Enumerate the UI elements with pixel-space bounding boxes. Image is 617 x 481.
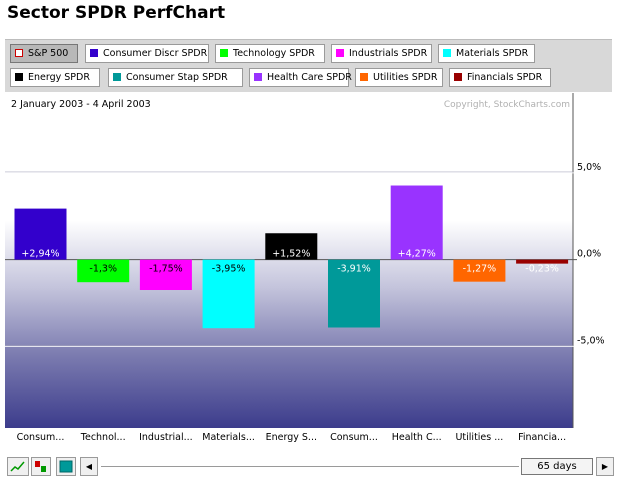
date-range-label: 2 January 2003 - 4 April 2003 (11, 99, 151, 110)
line-chart-button[interactable] (7, 457, 29, 476)
y-tick-label: -5,0% (577, 335, 605, 346)
tab-financials-spdr[interactable]: Financials SPDR (449, 68, 551, 87)
tab-label: Health Care SPDR (267, 72, 352, 83)
bar (516, 259, 569, 264)
perf-chart: 2 January 2003 - 4 April 2003 Copyright,… (5, 93, 605, 443)
tab-label: Consumer Discr SPDR (103, 48, 208, 59)
tab-consumer-stap-spdr[interactable]: Consumer Stap SPDR (108, 68, 243, 87)
tab-materials-spdr[interactable]: Materials SPDR (438, 44, 535, 63)
table-view-button[interactable] (56, 457, 76, 476)
y-tick-label: 0,0% (577, 249, 601, 260)
bar-value-label: -0,23% (525, 264, 559, 275)
color-swatch-icon (454, 73, 462, 81)
bar (202, 259, 255, 329)
bottom-toolbar: ◀ 65 days ▶ (0, 452, 617, 481)
table-view-icon (59, 460, 73, 473)
tab-s-p-500[interactable]: S&P 500 (10, 44, 78, 63)
bar (390, 185, 443, 260)
scroll-left-button[interactable]: ◀ (80, 457, 98, 476)
x-tick-label: Consum... (330, 432, 378, 443)
bar (265, 233, 318, 260)
bar-value-label: -3,95% (212, 264, 246, 275)
color-swatch-icon (15, 49, 23, 57)
color-swatch-icon (254, 73, 262, 81)
x-tick-label: Materials... (202, 432, 255, 443)
tab-energy-spdr[interactable]: Energy SPDR (10, 68, 100, 87)
color-swatch-icon (15, 73, 23, 81)
tab-label: Energy SPDR (28, 72, 90, 83)
x-tick-label: Utilities ... (455, 432, 503, 443)
color-swatch-icon (360, 73, 368, 81)
color-swatch-icon (90, 49, 98, 57)
bar-value-label: -3,91% (337, 264, 371, 275)
bar (139, 259, 192, 291)
bar (77, 259, 130, 283)
timeline-track[interactable] (101, 466, 519, 467)
bar (328, 259, 380, 328)
tab-label: Consumer Stap SPDR (126, 72, 228, 83)
bar-value-label: +4,27% (398, 249, 436, 260)
tab-health-care-spdr[interactable]: Health Care SPDR (249, 68, 352, 87)
bar-value-label: +2,94% (21, 249, 59, 260)
tab-label: Financials SPDR (467, 72, 543, 83)
tab-utilities-spdr[interactable]: Utilities SPDR (355, 68, 443, 87)
x-tick-label: Technol... (80, 432, 126, 443)
x-tick-label: Energy S... (266, 432, 317, 443)
tab-consumer-discr-spdr[interactable]: Consumer Discr SPDR (85, 44, 209, 63)
copyright-label: Copyright, StockCharts.com (444, 100, 570, 110)
color-swatch-icon (220, 49, 228, 57)
tab-label: S&P 500 (28, 48, 69, 59)
bar-value-label: -1,75% (149, 264, 183, 275)
bar-chart-icon (35, 461, 46, 472)
color-swatch-icon (113, 73, 121, 81)
x-tick-label: Health C... (392, 432, 442, 443)
tab-label: Utilities SPDR (373, 72, 438, 83)
period-selector[interactable]: 65 days (521, 458, 593, 475)
tab-technology-spdr[interactable]: Technology SPDR (215, 44, 325, 63)
bar-value-label: -1,3% (89, 264, 117, 275)
y-tick-label: 5,0% (577, 162, 601, 173)
page-title: Sector SPDR PerfChart (7, 3, 226, 23)
bar-chart-button[interactable] (31, 457, 51, 476)
tab-industrials-spdr[interactable]: Industrials SPDR (331, 44, 432, 63)
tab-label: Industrials SPDR (349, 48, 428, 59)
bar-value-label: -1,27% (463, 264, 497, 275)
tab-label: Materials SPDR (456, 48, 529, 59)
bar (14, 208, 67, 260)
scroll-right-button[interactable]: ▶ (596, 457, 614, 476)
color-swatch-icon (336, 49, 344, 57)
sector-tabs: S&P 500 Consumer Discr SPDR Technology SPD… (5, 39, 612, 92)
x-tick-label: Industrial... (139, 432, 193, 443)
x-tick-label: Consum... (17, 432, 65, 443)
tab-label: Technology SPDR (233, 48, 315, 59)
x-tick-label: Financia... (518, 432, 566, 443)
line-chart-icon (10, 461, 25, 472)
bar-value-label: +1,52% (272, 249, 310, 260)
color-swatch-icon (443, 49, 451, 57)
bar (453, 259, 506, 282)
